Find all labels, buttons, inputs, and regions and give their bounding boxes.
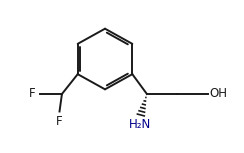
- Text: OH: OH: [210, 88, 227, 101]
- Text: H₂N: H₂N: [129, 118, 151, 131]
- Text: F: F: [56, 115, 63, 128]
- Text: F: F: [29, 88, 36, 101]
